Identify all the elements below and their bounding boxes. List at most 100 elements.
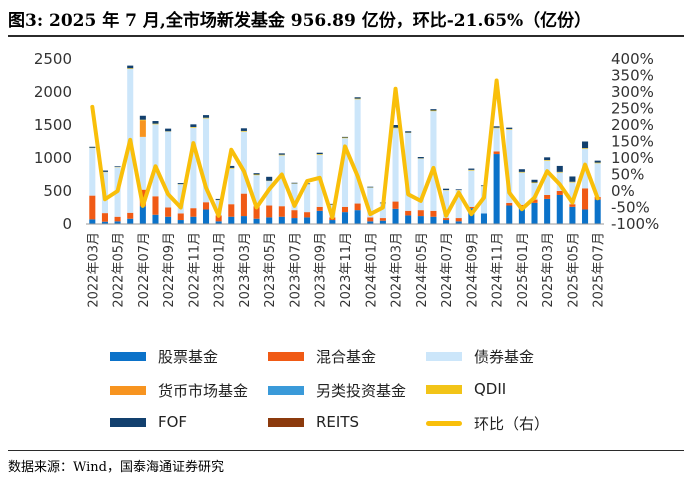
bar-segment-5-8 [190,126,197,128]
bar-segment-6-40 [594,160,601,163]
bar-segment-0-1 [101,221,108,224]
bar-segment-6-5 [152,121,159,124]
bar-segment-2-25 [405,132,412,211]
bar-segment-1-0 [89,195,96,220]
bar-segment-2-9 [202,118,210,203]
x-tick-18: 2025年03月 [541,232,556,308]
bar-segment-1-16 [291,210,298,219]
x-tick-1: 2022年05月 [112,232,127,308]
legend-item-alternative: 另类投资基金 [268,380,406,401]
bar-segment-0-15 [278,216,285,224]
bar-segment-5-33 [506,128,513,130]
bar-segment-2-36 [544,160,551,195]
x-tick-19: 2025年05月 [566,232,581,308]
bar-segment-0-28 [443,220,450,224]
legend-label-stock: 股票基金 [158,348,219,366]
bar-segment-1-28 [443,218,450,221]
bar-segment-5-9 [202,117,210,119]
bar-segment-2-4 [139,136,146,190]
bar-segment-0-17 [304,217,311,224]
bar-segment-1-37 [556,191,563,195]
legend-swatch-hybrid [268,352,304,361]
bar-segment-2-14 [266,181,273,206]
bar-segment-1-9 [202,202,210,210]
bar-segment-5-27 [430,110,437,112]
bar-segment-5-3 [127,68,134,69]
bar-segment-0-13 [253,218,260,224]
bar-segment-5-24 [392,127,399,129]
bar-segment-6-32 [493,126,500,128]
legend-swatch-reits [268,417,304,427]
bar-segment-1-24 [392,201,399,209]
y-left-tick-4: 2000 [34,83,72,101]
bar-segment-6-24 [392,125,399,128]
bar-segment-6-39 [582,141,589,149]
bar-segment-1-32 [493,151,500,155]
bar-segment-1-3 [127,212,134,219]
legend-item-ratio: 环比（右） [426,413,549,434]
y-right-tick-9: 350% [611,67,654,85]
bar-segment-1-25 [405,210,412,216]
bar-segment-6-16 [291,182,298,184]
bar-segment-0-9 [202,209,210,224]
bar-segment-5-38 [569,181,576,183]
bar-segment-2-28 [443,190,450,219]
y-left-tick-2: 1000 [34,149,72,167]
legend-swatch-stock [110,352,146,361]
legend-item-qdii: QDII [426,380,506,398]
bar-segment-1-20 [341,206,349,213]
x-tick-7: 2023年05月 [263,232,278,308]
y-right-tick-7: 250% [611,100,654,118]
source-note: 数据来源：Wind，国泰海通证券研究 [8,460,224,475]
bar-segment-1-2 [114,216,121,222]
y-right-tick-4: 100% [611,149,654,167]
ratio-line [90,78,600,220]
bar-segment-0-7 [177,220,184,224]
legend-swatch-fof [110,417,146,427]
y-right-tick-6: 200% [611,116,654,134]
bar-segment-0-22 [367,221,374,224]
bar-segment-6-10 [215,198,222,200]
legend-label-alternative: 另类投资基金 [316,382,407,400]
bar-segment-2-6 [165,131,172,208]
bar-segment-6-36 [544,157,551,160]
bar-segment-1-12 [240,193,247,217]
bar-segment-1-17 [304,212,311,218]
bar-segment-2-29 [455,190,462,219]
bar-segment-5-21 [354,98,361,100]
bar-segment-1-27 [430,210,437,217]
bar-segment-6-7 [177,183,184,185]
legend-swatch-ratio [426,421,462,426]
bar-segment-0-23 [379,220,386,224]
bar-segment-2-21 [354,99,361,204]
bar-segment-0-3 [127,218,134,224]
bar-segment-6-11 [228,165,235,168]
bar-segment-1-5 [152,196,159,215]
y-left-tick-5: 2500 [34,50,72,68]
bar-segment-6-3 [127,65,134,69]
bar-segment-2-38 [569,182,576,205]
bar-segment-6-20 [341,136,349,138]
x-tick-6: 2023年03月 [238,232,253,308]
bar-segment-1-10 [215,215,222,222]
bar-segment-6-27 [430,109,437,111]
bar-segment-1-13 [253,206,260,219]
bar-segment-2-40 [594,163,601,197]
legend-item-stock: 股票基金 [110,346,218,367]
bar-segment-6-8 [190,124,197,127]
legend-item-fof: FOF [110,413,187,431]
bar-segment-0-0 [89,219,96,224]
legend-label-reits: REITS [316,413,360,431]
footer-divider [8,450,684,451]
bar-segment-0-21 [354,210,361,224]
x-tick-16: 2024年11月 [491,232,506,308]
bar-segment-2-0 [89,148,96,196]
title-divider [8,35,684,37]
bar-segment-0-40 [594,199,601,224]
legend-label-fof: FOF [158,413,188,431]
bar-segment-0-38 [569,206,576,224]
x-tick-8: 2023年07月 [288,232,303,308]
bar-layer [89,65,601,224]
bar-segment-6-34 [518,169,525,172]
legend-label-bond: 债券基金 [474,348,535,366]
